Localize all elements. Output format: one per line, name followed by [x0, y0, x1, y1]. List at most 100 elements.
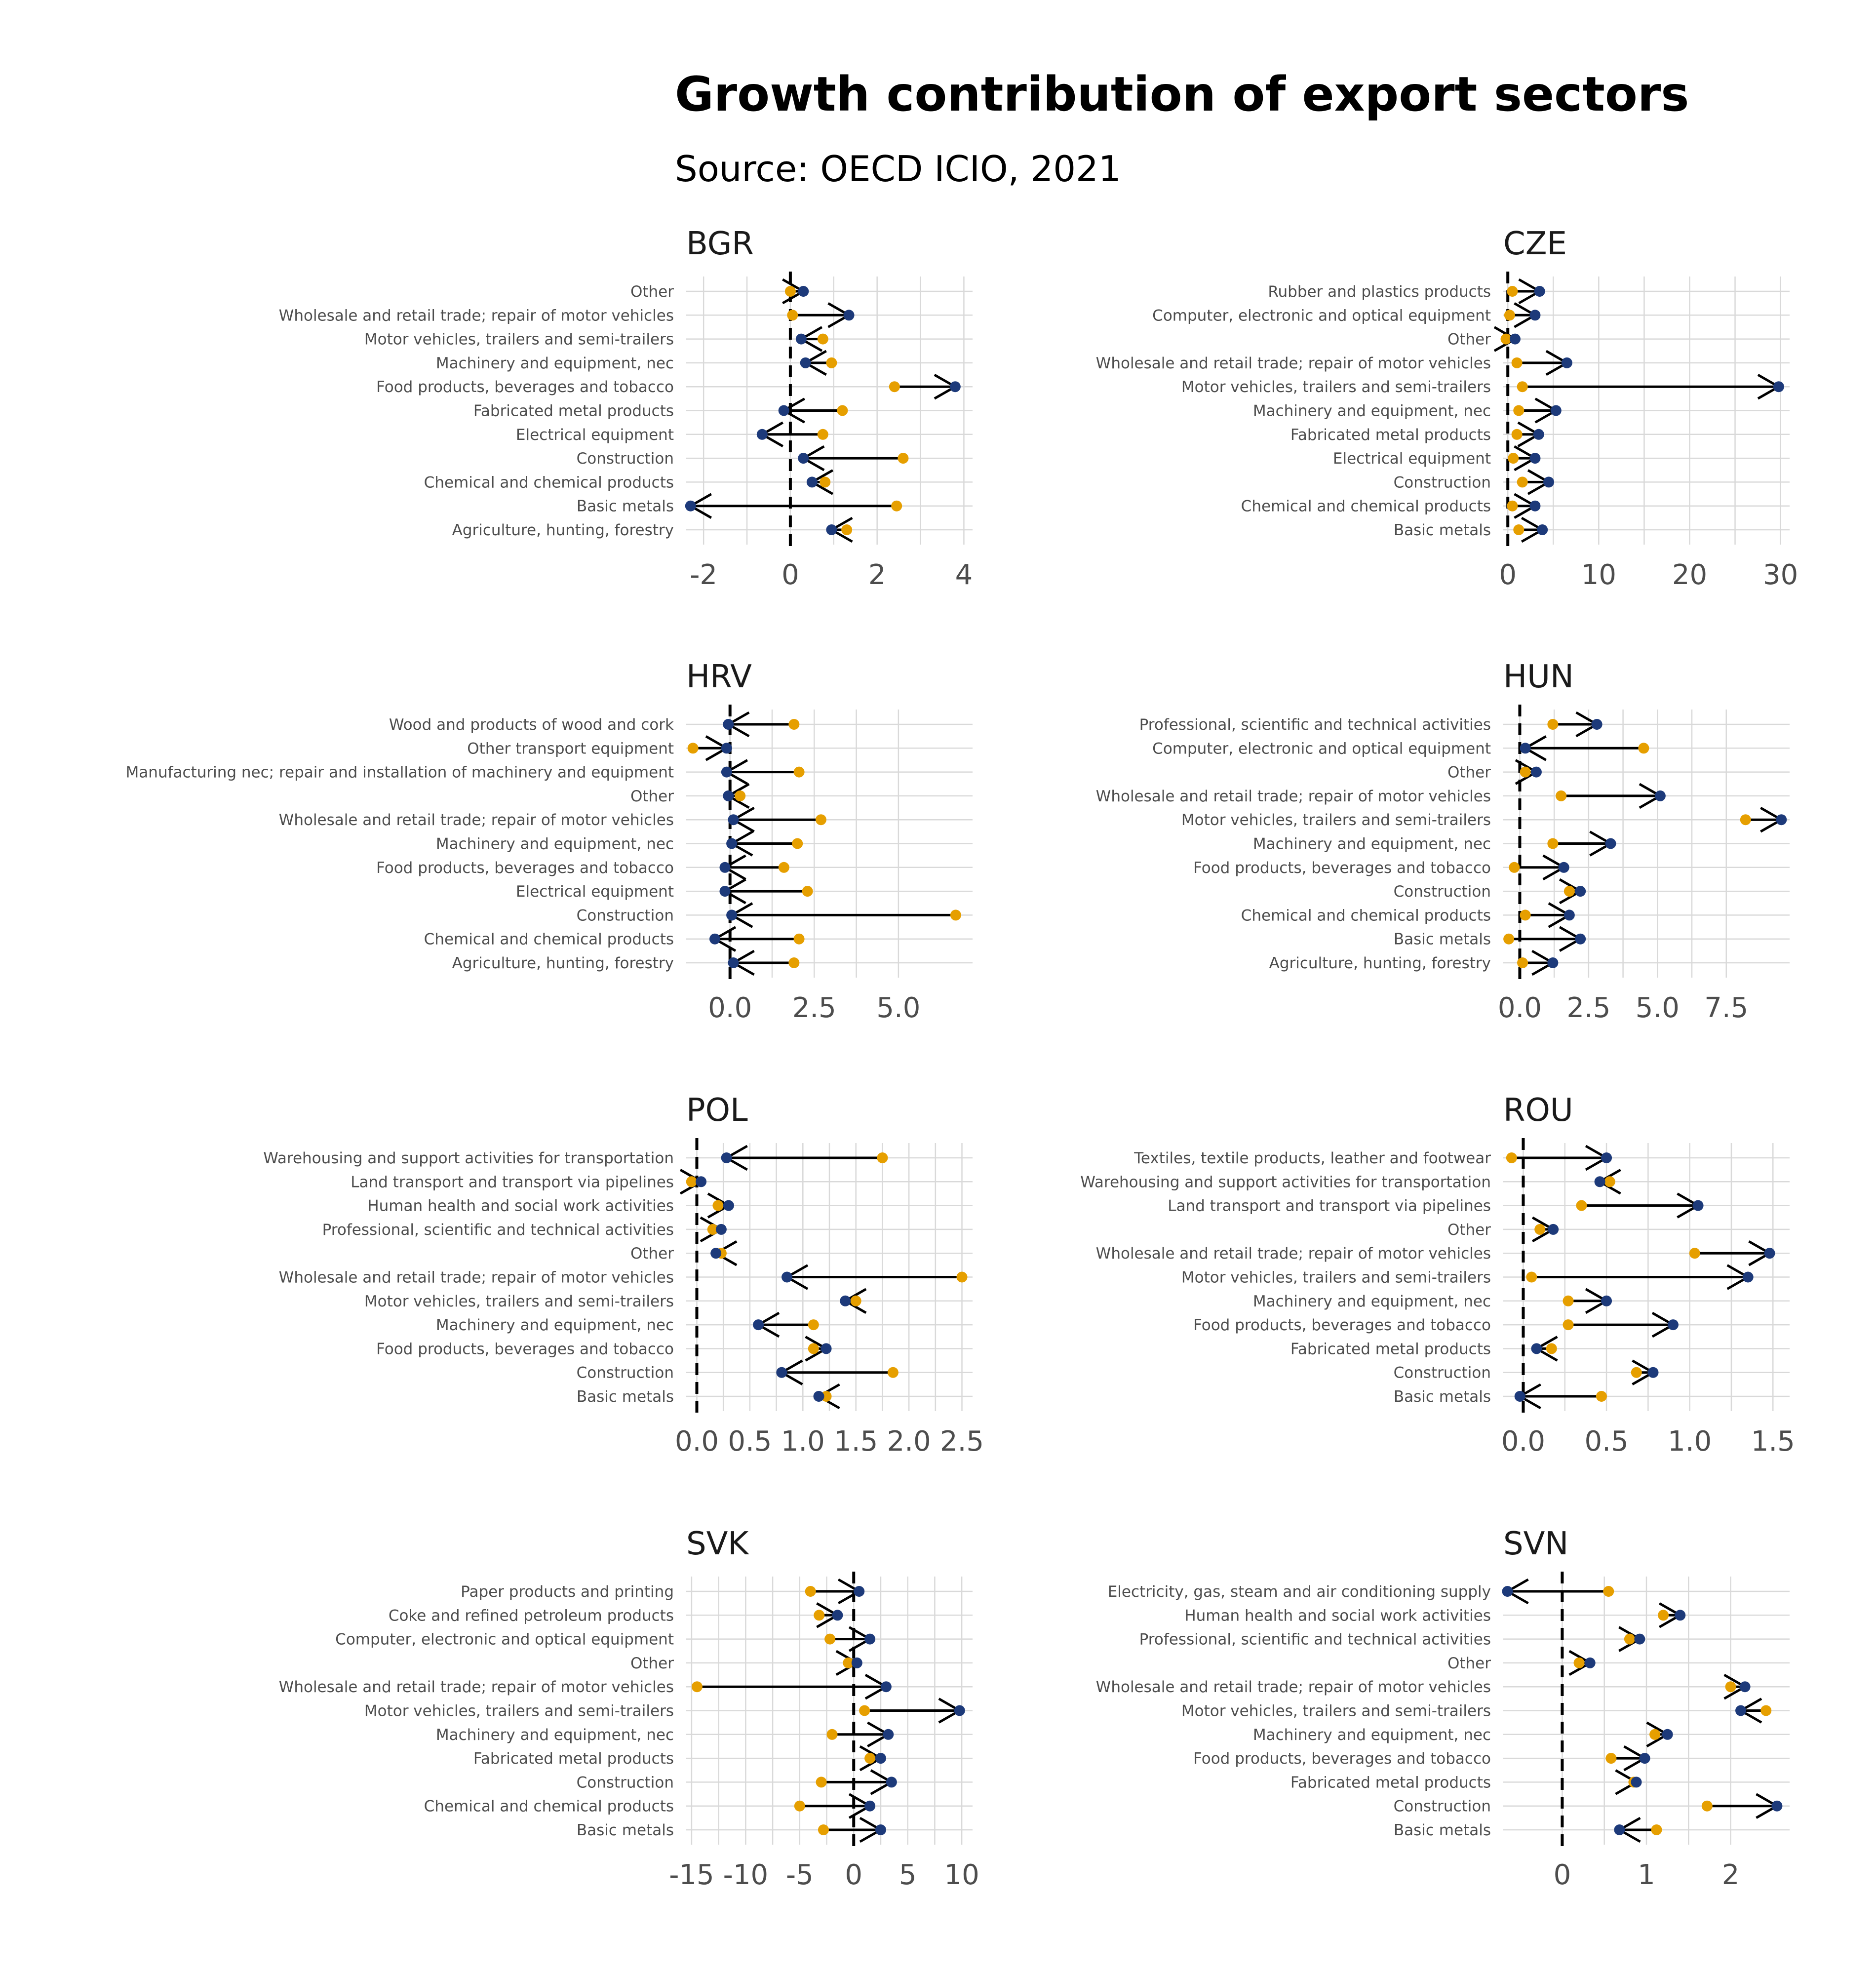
category-label: Other transport equipment: [467, 740, 674, 757]
x-tick-label: 5.0: [876, 992, 920, 1024]
start-point: [1624, 1633, 1635, 1645]
panel-title: SVK: [686, 1526, 749, 1562]
start-point: [1517, 381, 1528, 393]
start-point: [1760, 1705, 1772, 1716]
end-point: [1662, 1729, 1673, 1740]
start-point: [793, 933, 805, 945]
end-point: [709, 933, 720, 945]
category-label: Motor vehicles, trailers and semi-traile…: [1181, 811, 1491, 829]
x-tick-label: 5: [899, 1859, 917, 1891]
end-point: [851, 1657, 862, 1668]
category-label: Basic metals: [1394, 931, 1491, 948]
panel-hrv: HRV Wood and products of wood and cork Oth…: [126, 659, 973, 1024]
category-label: Wholesale and retail trade; repair of mo…: [279, 811, 674, 829]
x-tick-label: 2: [868, 559, 886, 591]
category-label: Human health and social work activities: [1184, 1607, 1491, 1624]
end-point: [723, 719, 734, 730]
start-point: [687, 743, 699, 754]
category-label: Other: [1447, 1221, 1491, 1239]
start-point: [1649, 1729, 1661, 1740]
end-point: [864, 1633, 876, 1645]
panel-svn: SVN Electricity, gas, steam and air condi…: [1096, 1526, 1790, 1891]
start-point: [1651, 1824, 1662, 1835]
x-tick-label: 2.5: [1566, 992, 1610, 1024]
category-label: Professional, scientific and technical a…: [1139, 716, 1491, 734]
end-point: [776, 1367, 787, 1378]
start-point: [1596, 1391, 1607, 1402]
end-point: [1547, 957, 1559, 968]
x-tick-label: 0.5: [1585, 1425, 1629, 1458]
end-point: [1543, 476, 1555, 488]
category-label: Warehousing and support activities for t…: [263, 1149, 674, 1167]
category-label: Motor vehicles, trailers and semi-traile…: [1181, 378, 1491, 396]
start-point: [805, 1586, 816, 1597]
start-point: [1513, 405, 1524, 416]
end-point: [782, 1271, 793, 1283]
start-point: [1638, 743, 1649, 754]
start-point: [824, 1633, 836, 1645]
end-point: [1735, 1705, 1747, 1716]
category-label: Chemical and chemical products: [424, 1798, 674, 1816]
end-point: [1647, 1367, 1659, 1378]
end-point: [840, 1295, 851, 1306]
panel-bgr: BGR Other Wholesale and retail trade; repa…: [279, 226, 973, 591]
category-label: Other: [630, 1655, 674, 1672]
end-point: [798, 453, 809, 464]
start-point: [1500, 333, 1512, 345]
end-point: [821, 1343, 832, 1354]
start-point: [1563, 1319, 1574, 1331]
panel-title: POL: [686, 1092, 748, 1129]
start-point: [788, 719, 800, 730]
end-point: [806, 476, 818, 488]
end-point: [875, 1824, 886, 1835]
x-tick-label: 0: [782, 559, 799, 591]
category-label: Wholesale and retail trade; repair of mo…: [1096, 1678, 1491, 1696]
x-tick-label: 1.5: [1751, 1425, 1795, 1458]
start-point: [826, 1729, 838, 1740]
end-point: [1537, 524, 1548, 535]
x-tick-label: 2: [1722, 1859, 1740, 1891]
panel-title: SVN: [1503, 1526, 1568, 1562]
category-label: Construction: [577, 1364, 674, 1382]
category-label: Agriculture, hunting, forestry: [452, 954, 674, 972]
x-tick-label: 0.5: [728, 1425, 772, 1458]
start-point: [1517, 476, 1528, 488]
start-point: [1511, 429, 1523, 440]
end-point: [1771, 1800, 1783, 1812]
start-point: [712, 1200, 724, 1211]
start-point: [1701, 1800, 1713, 1812]
start-point: [820, 476, 831, 488]
end-point: [1575, 933, 1586, 945]
x-tick-label: 1.0: [781, 1425, 825, 1458]
end-point: [854, 1586, 865, 1597]
start-point: [788, 957, 800, 968]
end-point: [826, 524, 837, 535]
start-point: [818, 1824, 829, 1835]
category-label: Construction: [1394, 883, 1491, 901]
x-tick-label: -15: [669, 1859, 714, 1891]
end-point: [949, 381, 961, 393]
category-label: Professional, scientific and technical a…: [322, 1221, 674, 1239]
end-point: [795, 333, 807, 345]
category-label: Construction: [1394, 474, 1491, 491]
start-point: [808, 1343, 819, 1354]
end-point: [1509, 333, 1521, 345]
end-point: [1601, 1295, 1612, 1306]
category-label: Motor vehicles, trailers and semi-traile…: [364, 1293, 674, 1310]
category-label: Machinery and equipment, nec: [1253, 835, 1491, 853]
end-point: [1601, 1152, 1612, 1163]
category-label: Chemical and chemical products: [424, 474, 674, 491]
start-point: [816, 1777, 827, 1788]
start-point: [1547, 838, 1559, 849]
x-tick-label: 0.0: [708, 992, 752, 1024]
start-point: [735, 790, 746, 801]
category-label: Fabricated metal products: [1290, 1774, 1491, 1791]
panel-rou: ROU Textiles, textile products, leather a…: [1080, 1092, 1795, 1458]
category-label: Fabricated metal products: [473, 1750, 674, 1768]
x-tick-label: 20: [1672, 559, 1707, 591]
start-point: [1507, 500, 1518, 512]
start-point: [1520, 766, 1531, 778]
panel-cze: CZE Rubber and plastics products Computer,…: [1096, 226, 1798, 591]
category-label: Land transport and transport via pipelin…: [1168, 1197, 1491, 1215]
end-point: [832, 1610, 843, 1621]
